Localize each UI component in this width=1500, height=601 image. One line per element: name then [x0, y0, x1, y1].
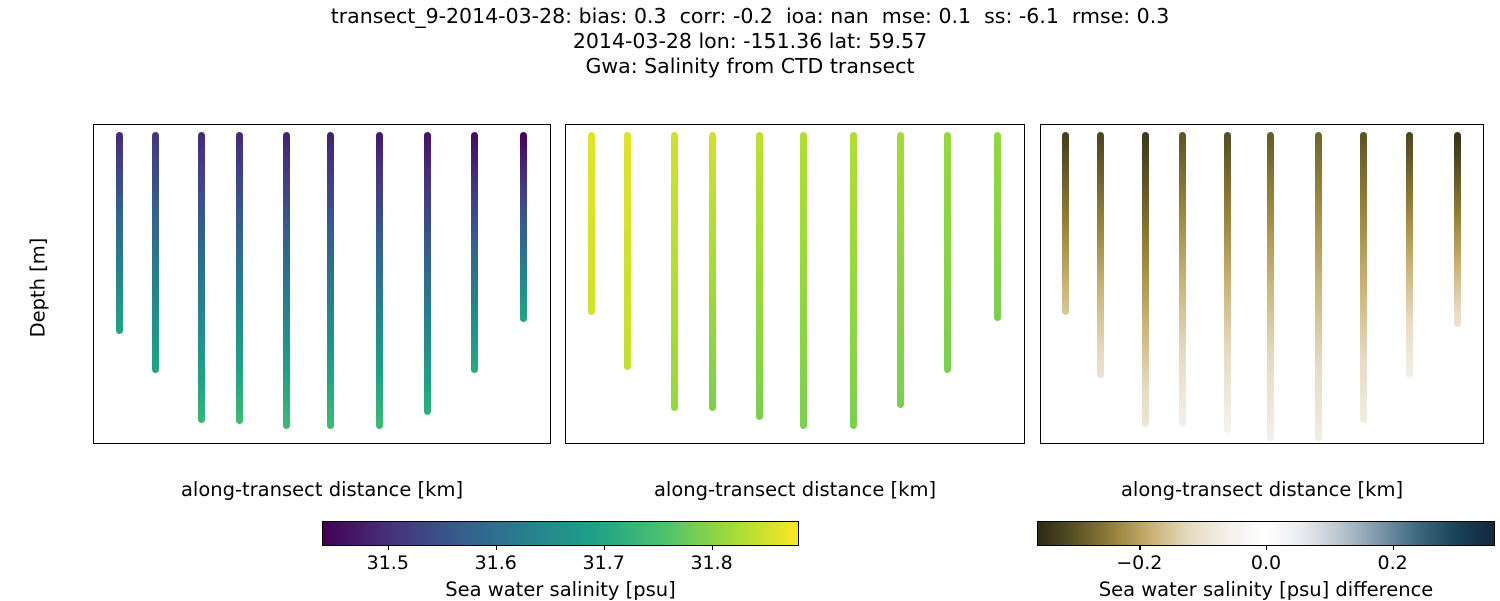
cast-profile	[327, 132, 335, 429]
colorbar-tick-label: 31.7	[582, 552, 625, 574]
y-tick	[565, 434, 566, 435]
y-tick	[565, 254, 566, 255]
y-tick	[1040, 194, 1041, 195]
cast-profile	[1062, 132, 1070, 315]
cast-profile	[755, 132, 763, 420]
x-tick	[120, 443, 121, 444]
y-tick	[93, 254, 94, 255]
x-tick	[325, 443, 326, 444]
colorbar-tick-label: 0.2	[1377, 552, 1408, 574]
x-tick	[222, 443, 223, 444]
colorbar-tick-label: 0.0	[1250, 552, 1282, 574]
cast-profile	[800, 132, 808, 429]
x-tick	[1003, 443, 1004, 444]
cast-profile	[519, 132, 527, 322]
cast-profile	[1266, 132, 1274, 441]
y-tick	[1040, 374, 1041, 375]
cast-profile	[1405, 132, 1413, 378]
cast-profile	[236, 132, 243, 424]
colorbar-tick-label: 31.8	[690, 552, 733, 574]
y-tick	[1040, 314, 1041, 315]
cast-profile	[470, 132, 478, 373]
x-tick	[1264, 443, 1265, 444]
cast-profile	[944, 132, 952, 373]
y-tick	[565, 374, 566, 375]
y-tick	[565, 194, 566, 195]
cast-profile	[1453, 132, 1461, 327]
cast-profile	[1360, 132, 1368, 423]
cast-profile	[116, 132, 124, 334]
colorbar-tick-label: 31.6	[474, 552, 517, 574]
x-tick	[695, 443, 696, 444]
x-tick	[1364, 443, 1365, 444]
cast-profile	[1224, 132, 1232, 433]
cast-profile	[588, 132, 596, 315]
panel-obs-minus-model: Obs - Model 01234	[1040, 124, 1484, 444]
colorbar-tick	[1266, 545, 1268, 550]
x-tick	[1165, 443, 1166, 444]
cast-profile	[1314, 132, 1322, 441]
cast-profile	[423, 132, 431, 415]
figure-title-line-2: 2014-03-28 lon: -151.36 lat: 59.57	[572, 29, 928, 53]
y-tick	[93, 434, 94, 435]
salinity-colorbar[interactable]: 31.5 31.6 31.7 31.8	[322, 521, 799, 574]
x-tick	[1463, 443, 1464, 444]
x-tick	[530, 443, 531, 444]
figure-title-line-3: Gwa: Salinity from CTD transect	[585, 54, 915, 78]
cast-profile	[1097, 132, 1105, 378]
panel-ciofs-x-axis-label: along-transect distance [km]	[653, 478, 937, 501]
x-tick	[900, 443, 901, 444]
y-tick	[1040, 254, 1041, 255]
figure-title-line-1: transect_9-2014-03-28: bias: 0.3 corr: -…	[330, 4, 1170, 28]
y-tick	[565, 314, 566, 315]
cast-profile	[896, 132, 904, 408]
panel-obs-minus-model-x-axis-label: along-transect distance [km]	[1120, 478, 1404, 501]
cast-profile	[670, 132, 678, 411]
cast-profile	[376, 132, 384, 429]
x-tick	[798, 443, 799, 444]
salinity-difference-colorbar-label: Sea water salinity [psu] difference	[1098, 578, 1434, 601]
x-tick	[427, 443, 428, 444]
colorbar-tick	[711, 545, 713, 550]
y-tick	[93, 374, 94, 375]
cast-profile	[624, 132, 632, 370]
colorbar-tick-label: 31.5	[366, 552, 409, 574]
cast-profile	[708, 132, 716, 411]
panel-ciofs: CIOFS 01234	[565, 124, 1025, 444]
cast-profile	[1178, 132, 1186, 427]
colorbar-tick	[1139, 545, 1141, 550]
cast-profile	[198, 132, 206, 423]
y-tick	[1040, 134, 1041, 135]
cast-profile	[283, 132, 291, 429]
cast-profile	[151, 132, 159, 373]
y-tick	[93, 314, 94, 315]
y-tick	[93, 134, 94, 135]
cast-profile	[993, 132, 1001, 321]
panel-observation: Observation 012340−20−40−60−80−100	[93, 124, 551, 444]
colorbar-tick	[1392, 545, 1394, 550]
cast-profile	[1141, 132, 1149, 427]
colorbar-tick	[495, 545, 498, 550]
panel-observation-x-axis-label: along-transect distance [km]	[180, 478, 464, 501]
y-axis-label: Depth [m]	[26, 237, 50, 338]
y-tick	[565, 134, 566, 135]
colorbar-tick-label: −0.2	[1116, 552, 1163, 574]
salinity-colorbar-label: Sea water salinity [psu]	[445, 578, 676, 601]
colorbar-tick	[387, 545, 390, 550]
figure-title: transect_9-2014-03-28: bias: 0.3 corr: -…	[0, 4, 1500, 79]
x-tick	[1066, 443, 1067, 444]
x-tick	[592, 443, 593, 444]
y-tick	[1040, 434, 1041, 435]
y-tick	[93, 194, 94, 195]
colorbar-tick	[603, 545, 605, 550]
salinity-difference-colorbar[interactable]: −0.2 0.0 0.2	[1037, 521, 1495, 574]
cast-profile	[849, 132, 857, 429]
